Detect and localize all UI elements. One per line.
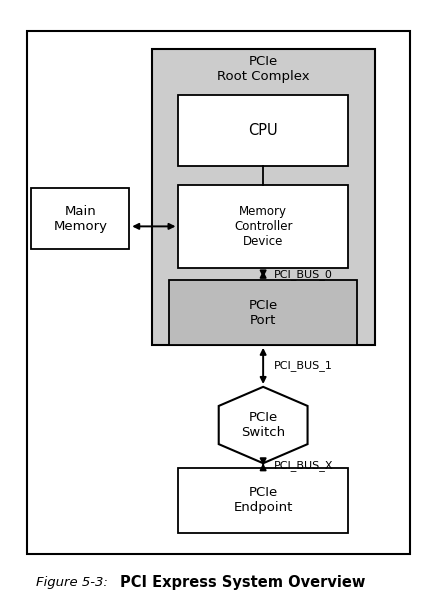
Bar — [27, 31, 410, 554]
Text: PCIe
Endpoint: PCIe Endpoint — [233, 487, 293, 514]
Bar — [169, 280, 357, 345]
Text: PCI_BUS_0: PCI_BUS_0 — [274, 269, 333, 280]
Text: PCIe
Switch: PCIe Switch — [241, 411, 285, 439]
Bar — [152, 49, 375, 345]
Text: Main
Memory: Main Memory — [53, 205, 107, 233]
Text: Memory
Controller
Device: Memory Controller Device — [234, 205, 293, 248]
Text: PCIe
Port: PCIe Port — [248, 299, 278, 326]
Text: PCI_BUS_1: PCI_BUS_1 — [274, 360, 333, 371]
Bar — [31, 188, 129, 249]
Bar — [178, 468, 348, 533]
Text: Figure 5-3:: Figure 5-3: — [36, 575, 107, 589]
Bar — [178, 95, 348, 166]
Bar — [178, 185, 348, 268]
Polygon shape — [219, 387, 308, 463]
Text: PCI_BUS_X: PCI_BUS_X — [274, 460, 334, 471]
Text: PCIe
Root Complex: PCIe Root Complex — [217, 55, 310, 83]
Text: CPU: CPU — [248, 123, 278, 139]
Text: PCI Express System Overview: PCI Express System Overview — [120, 575, 366, 590]
